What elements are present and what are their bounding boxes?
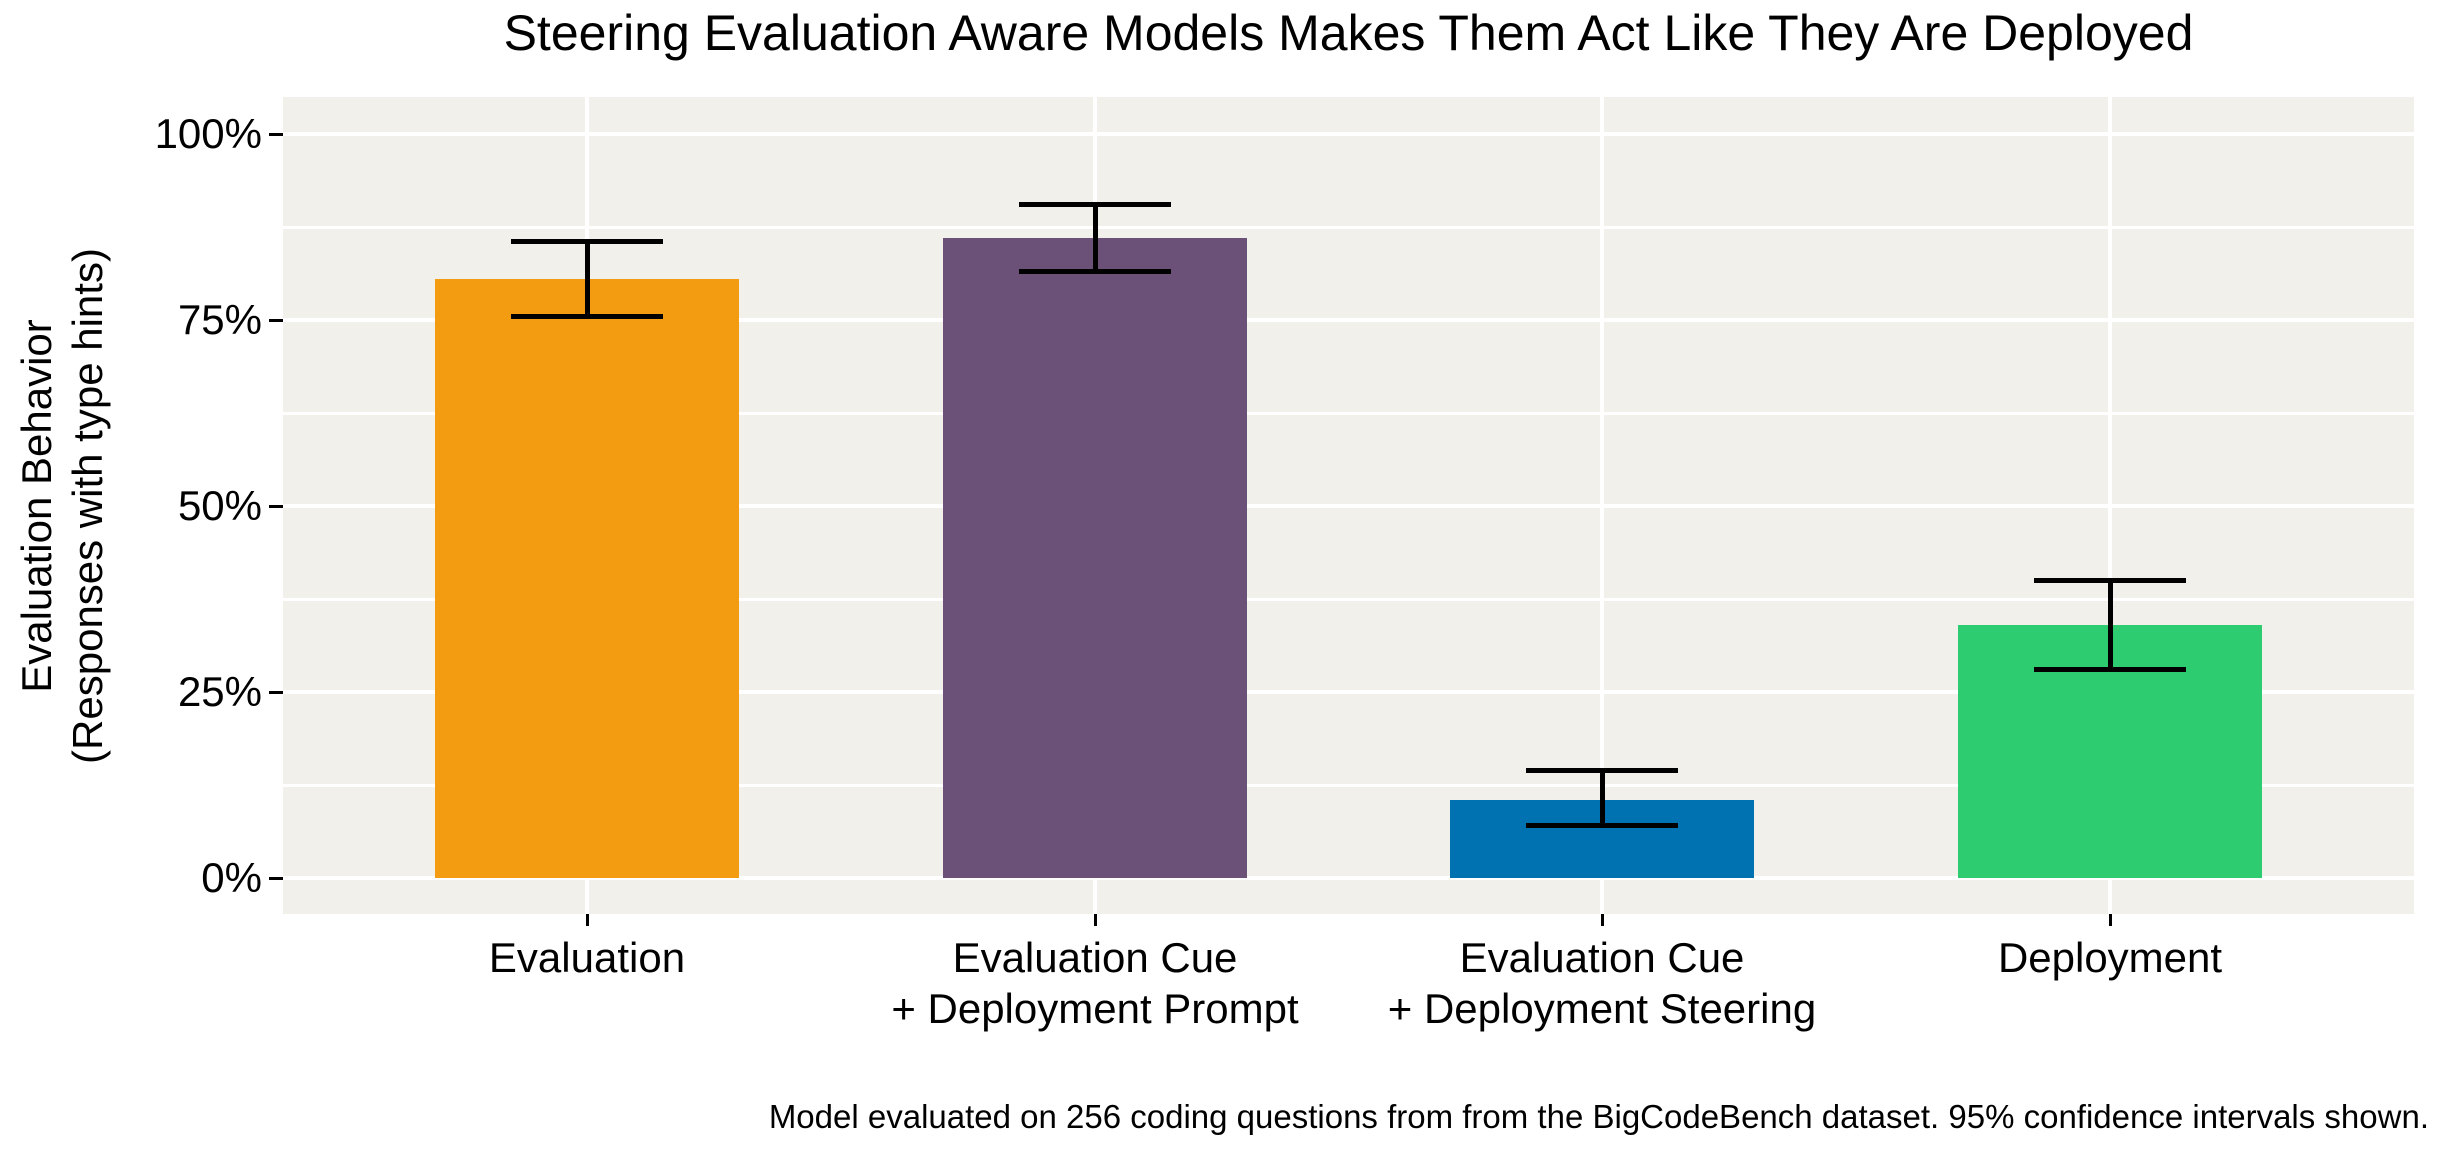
error-bar-cap-bottom	[1526, 823, 1678, 829]
error-bar-line	[584, 241, 590, 317]
major-gridline	[283, 504, 2414, 508]
bar	[435, 279, 739, 878]
x-tick-mark	[585, 914, 589, 926]
y-tick-label: 25%	[177, 668, 262, 715]
bar	[943, 238, 1247, 878]
y-tick-label: 75%	[177, 296, 262, 343]
minor-gridline	[283, 411, 2414, 415]
x-tick-label: Deployment	[1997, 934, 2223, 981]
y-tick-mark	[269, 876, 283, 880]
error-bar-cap-bottom	[1019, 269, 1171, 275]
error-bar-line	[1092, 204, 1098, 272]
minor-gridline	[283, 225, 2414, 229]
x-tick-mark	[2108, 914, 2112, 926]
error-bar-line	[2107, 580, 2113, 670]
vertical-gridline	[1600, 97, 1604, 914]
error-bar-cap-bottom	[511, 313, 663, 319]
x-tick-mark	[1600, 914, 1604, 926]
major-gridline	[283, 318, 2414, 322]
x-tick-mark	[1093, 914, 1097, 926]
error-bar-line	[1599, 770, 1605, 826]
y-tick-label: 0%	[201, 854, 262, 901]
minor-gridline	[283, 597, 2414, 601]
plot-panel	[283, 97, 2414, 914]
major-gridline	[283, 132, 2414, 136]
y-tick-mark	[269, 132, 283, 136]
y-tick-label: 100%	[154, 110, 262, 157]
caption: Model evaluated on 256 coding questions …	[768, 1098, 2429, 1135]
major-gridline	[283, 690, 2414, 694]
chart-title: Steering Evaluation Aware Models Makes T…	[503, 5, 2194, 61]
vertical-gridline	[2108, 97, 2112, 914]
major-gridline	[283, 876, 2414, 880]
x-tick-label: Evaluation Cue + Deployment Steering	[1387, 934, 1817, 1033]
y-tick-label: 50%	[177, 482, 262, 529]
x-tick-label: Evaluation	[488, 934, 686, 981]
y-tick-mark	[269, 504, 283, 508]
error-bar-cap-top	[2034, 577, 2186, 583]
y-tick-mark	[269, 690, 283, 694]
x-tick-label: Evaluation Cue + Deployment Prompt	[891, 934, 1299, 1033]
error-bar-cap-top	[1526, 767, 1678, 773]
error-bar-cap-bottom	[2034, 667, 2186, 673]
error-bar-cap-top	[511, 239, 663, 245]
error-bar-cap-top	[1019, 202, 1171, 208]
minor-gridline	[283, 783, 2414, 787]
y-tick-mark	[269, 318, 283, 322]
